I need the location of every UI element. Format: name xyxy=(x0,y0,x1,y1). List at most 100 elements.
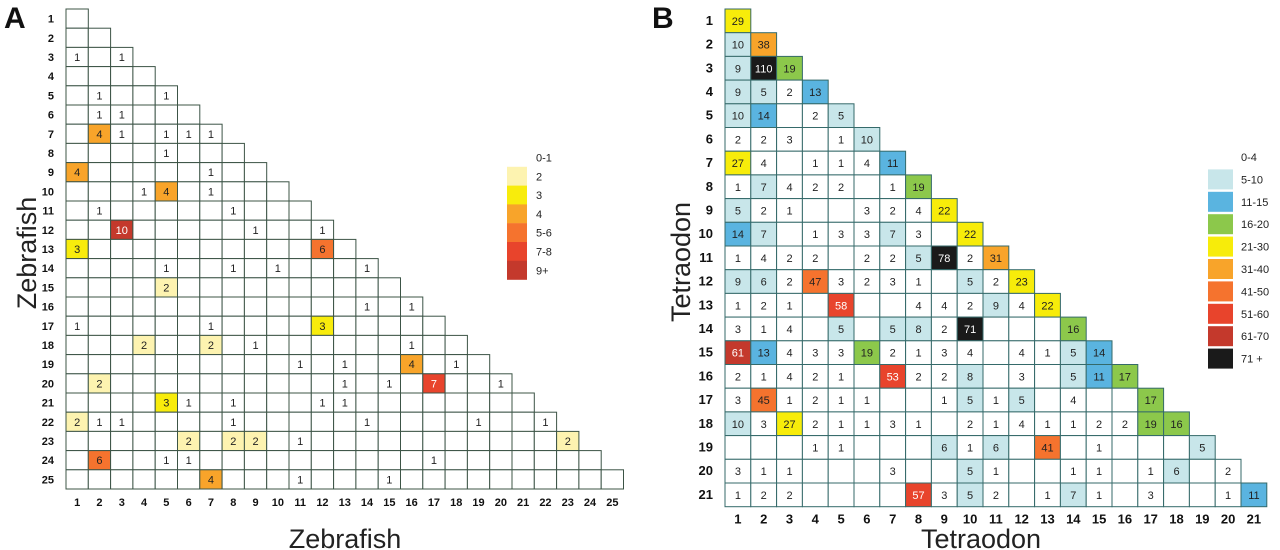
panel-a-cell-r24-c23 xyxy=(556,450,580,471)
panel-a-cell-r15-c1 xyxy=(65,277,89,298)
panel-a-cell-r20-c12 xyxy=(310,373,335,394)
panel-b-cell-value: 3 xyxy=(1019,371,1025,383)
panel-a-cell-r15-c3 xyxy=(110,277,134,298)
panel-b-cell-value: 9 xyxy=(735,277,741,289)
panel-a-cell-r25-c12 xyxy=(310,469,335,490)
panel-a-cell-r13-c11 xyxy=(288,238,312,260)
panel-b-cell-value: 71 xyxy=(964,324,976,336)
panel-a-cell-r16-c5 xyxy=(154,296,178,317)
panel-a-cell-r6-c5 xyxy=(154,104,178,125)
panel-b-cell-r10-c3 xyxy=(776,221,803,247)
panel-a-cell-value: 2 xyxy=(96,378,102,390)
panel-a-cell-r25-c22 xyxy=(533,469,558,490)
panel-a-cell-r16-c9 xyxy=(243,296,268,317)
panel-b-cell-value: 2 xyxy=(864,253,870,265)
panel-b-cell-value: 1 xyxy=(838,395,844,407)
panel-b-legend-label: 61-70 xyxy=(1241,331,1269,343)
panel-b-cell-value: 5 xyxy=(838,111,844,123)
panel-b-cell-value: 7 xyxy=(1070,490,1076,502)
panel-a-cell-r16-c13 xyxy=(333,296,357,317)
panel-b-cell-value: 2 xyxy=(890,253,896,265)
panel-b-cell-value: 3 xyxy=(761,419,767,431)
panel-a-cell-r25-c8 xyxy=(221,469,245,490)
panel-b-x-axis-title: Tetraodon xyxy=(921,524,1041,550)
panel-b-cell-r19-c1 xyxy=(724,435,752,460)
panel-a-cell-r17-c13 xyxy=(333,315,357,336)
panel-a-cell-r25-c16 xyxy=(400,469,424,490)
panel-a-cell-r18-c11 xyxy=(288,334,312,356)
panel-a-cell-r18-c8 xyxy=(221,334,245,356)
panel-b-cell-r17-c15 xyxy=(1085,387,1113,413)
panel-b-cell-value: 10 xyxy=(732,40,744,52)
panel-a-cell-value: 1 xyxy=(163,148,169,160)
panel-b-cell-r21-c4 xyxy=(801,482,829,508)
panel-a-cell-r24-c4 xyxy=(132,450,156,471)
panel-a-cell-r22-c11 xyxy=(288,411,312,432)
panel-a-column-label: 1 xyxy=(74,497,80,509)
panel-a-cell-r19-c2 xyxy=(87,354,112,375)
panel-b-row-label: 8 xyxy=(706,179,713,194)
panel-b-cell-r20-c13 xyxy=(1034,458,1061,484)
panel-a-cell-value: 1 xyxy=(186,129,192,141)
panel-a-cell-r17-c17 xyxy=(422,315,446,336)
panel-a-cell-value: 6 xyxy=(96,455,102,467)
panel-a-cell-value: 1 xyxy=(342,378,348,390)
panel-a-row-label: 4 xyxy=(48,71,55,83)
panel-b-cell-value: 19 xyxy=(1145,419,1157,431)
panel-a-row-label: 9 xyxy=(48,167,54,179)
panel-b-legend-swatch xyxy=(1208,147,1233,167)
panel-a-cell-r24-c9 xyxy=(243,450,268,471)
panel-b-cell-value: 2 xyxy=(838,182,844,194)
panel-a-cell-value: 1 xyxy=(297,436,303,448)
panel-a-cell-r23-c13 xyxy=(333,430,357,452)
panel-a-cell-r23-c1 xyxy=(65,430,89,452)
panel-b-cell-value: 1 xyxy=(812,158,818,170)
panel-a-cell-r16-c8 xyxy=(221,296,245,317)
panel-b-row-label: 21 xyxy=(699,487,713,502)
panel-a-row-label: 11 xyxy=(42,206,54,218)
panel-a-cell-r5-c4 xyxy=(132,85,156,106)
panel-b-cell-value: 1 xyxy=(786,300,792,312)
panel-b-cell-value: 16 xyxy=(1170,419,1182,431)
panel-b-cell-r8-c6 xyxy=(853,174,881,200)
panel-a-cell-r23-c21 xyxy=(511,430,535,452)
panel-a-cell-r12-c7 xyxy=(199,219,223,240)
panel-a-cell-r22-c12 xyxy=(310,411,335,432)
panel-b-cell-value: 1 xyxy=(786,395,792,407)
panel-a-cell-value: 1 xyxy=(163,129,169,141)
panel-a-cell-r20-c16 xyxy=(400,373,424,394)
panel-a-cell-r19-c1 xyxy=(65,354,89,375)
panel-a-cell-r11-c3 xyxy=(110,200,134,221)
panel-b-cell-value: 1 xyxy=(1044,490,1050,502)
panel-b-cell-value: 1 xyxy=(915,348,921,360)
panel-a-row-label: 6 xyxy=(48,110,54,122)
panel-b-cell-r19-c2 xyxy=(750,435,778,460)
panel-a-cell-r22-c16 xyxy=(400,411,424,432)
panel-b-cell-r19-c6 xyxy=(853,435,881,460)
panel-a-cell-r24-c16 xyxy=(400,450,424,471)
panel-a-cell-r17-c14 xyxy=(355,315,379,336)
panel-b-cell-r7-c3 xyxy=(776,150,803,176)
panel-a-cell-r20-c9 xyxy=(243,373,268,394)
panel-a-cell-r23-c22 xyxy=(533,430,558,452)
panel-b-cell-value: 1 xyxy=(735,253,741,265)
panel-a-cell-r13-c5 xyxy=(154,238,178,260)
panel-a-cell-r16-c15 xyxy=(377,296,402,317)
panel-a-cell-value: 1 xyxy=(252,340,258,352)
panel-b-cell-value: 1 xyxy=(838,442,844,454)
panel-a-legend-label: 9+ xyxy=(536,265,549,277)
panel-b-cell-value: 1 xyxy=(941,395,947,407)
panel-a-legend-swatch xyxy=(507,166,527,186)
panel-a-cell-value: 1 xyxy=(208,129,214,141)
panel-a-column-label: 15 xyxy=(383,497,395,509)
panel-b-cell-r17-c7 xyxy=(879,387,907,413)
panel-a-cell-r19-c10 xyxy=(266,354,290,375)
panel-a-cell-r2-c1 xyxy=(65,27,89,48)
panel-b-row-label: 9 xyxy=(706,202,713,217)
panel-a-cell-r6-c1 xyxy=(65,104,89,125)
panel-b-cell-value: 2 xyxy=(1122,419,1128,431)
panel-a-cell-r25-c20 xyxy=(489,469,513,490)
panel-b-cell-value: 2 xyxy=(761,205,767,217)
panel-a-cell-r19-c14 xyxy=(355,354,379,375)
panel-a-column-label: 13 xyxy=(339,497,351,509)
